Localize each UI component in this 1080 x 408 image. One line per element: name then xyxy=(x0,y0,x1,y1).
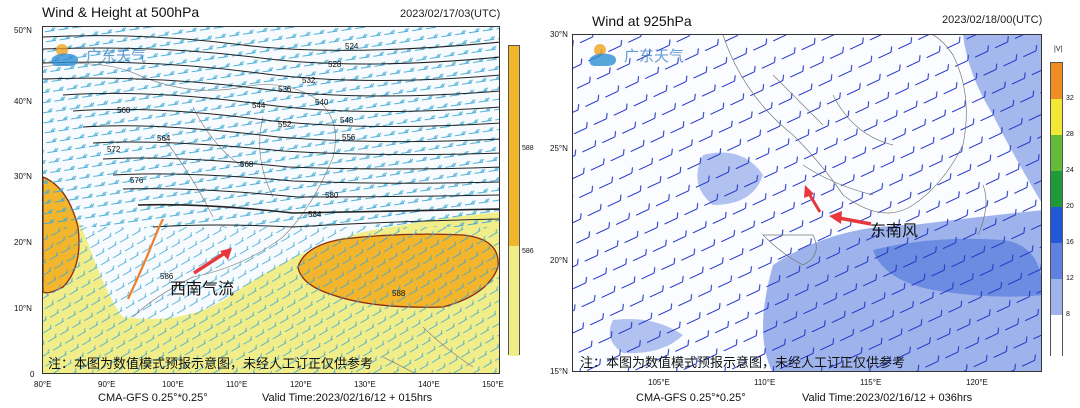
arrow-north-icon xyxy=(804,185,822,213)
lon-tick: 120°E xyxy=(966,378,988,387)
colorbar-925hpa xyxy=(1050,62,1063,357)
lat-tick: 20°N xyxy=(550,256,568,265)
map-500hpa xyxy=(42,26,500,374)
lon-tick: 90°E xyxy=(98,380,116,389)
contour-label: 584 xyxy=(308,210,322,219)
lat-tick: 30°N xyxy=(550,30,568,39)
lon-tick: 110°E xyxy=(226,380,248,389)
colorbar-tick: 16 xyxy=(1066,239,1074,246)
colorbar-tick: 32 xyxy=(1066,95,1074,102)
contour-label: 580 xyxy=(325,191,339,200)
lon-tick: 130°E xyxy=(354,380,376,389)
annotation-southwest-flow: 西南气流 xyxy=(170,279,235,298)
lon-tick: 115°E xyxy=(860,378,882,387)
contour-label: 540 xyxy=(315,98,329,107)
contour-label: 564 xyxy=(157,134,171,143)
lat-tick: 50°N xyxy=(14,26,32,35)
panel-500hpa: Wind & Height at 500hPa 2023/02/17/03(UT… xyxy=(14,4,534,404)
colorbar-tick: 8 xyxy=(1066,311,1070,318)
disclaimer-note: 注：本图为数值模式预报示意图，未经人工订正仅供参考 xyxy=(580,356,906,371)
map-925hpa xyxy=(572,34,1042,372)
colorbar-tick: 20 xyxy=(1066,203,1074,210)
logo-guangdong-weather: 广东天气 xyxy=(48,38,146,72)
lon-tick: 110°E xyxy=(754,378,776,387)
lon-tick: 100°E xyxy=(162,380,184,389)
colorbar-seg xyxy=(1051,171,1062,207)
logo-text: 广东天气 xyxy=(86,46,147,65)
trough-line xyxy=(127,218,164,300)
lat-tick: 30°N xyxy=(14,172,32,181)
colorbar-seg-586 xyxy=(509,246,519,356)
contour-label: 524 xyxy=(345,42,359,51)
annotation-southeast-wind: 东南风 xyxy=(870,221,919,240)
contour-label: 586 xyxy=(160,272,174,281)
contour-label: 572 xyxy=(107,145,121,154)
valid-time: Valid Time:2023/02/16/12 + 015hrs xyxy=(262,392,433,404)
contour-label: 536 xyxy=(278,85,292,94)
contour-label: 548 xyxy=(340,116,354,125)
sun-cloud-logo-icon xyxy=(51,44,78,66)
lat-tick: 10°N xyxy=(14,304,32,313)
colorbar-tick: 586 xyxy=(522,248,534,255)
sun-cloud-logo-icon xyxy=(589,44,616,66)
lat-tick: 15°N xyxy=(550,367,568,376)
lat-tick: 25°N xyxy=(550,144,568,153)
colorbar-seg xyxy=(1051,279,1062,315)
lon-tick: 105°E xyxy=(648,378,670,387)
contour-label: 552 xyxy=(278,120,292,129)
contour-label: 588 xyxy=(392,289,406,298)
contour-label: 528 xyxy=(328,60,342,69)
contour-label: 532 xyxy=(302,76,316,85)
lat-tick: 20°N xyxy=(14,238,32,247)
contour-label: 556 xyxy=(342,133,356,142)
colorbar-seg xyxy=(1051,207,1062,243)
logo-text: 广东天气 xyxy=(624,46,685,65)
contour-label: 576 xyxy=(130,176,144,185)
colorbar-seg-588 xyxy=(509,46,519,246)
panel-title: Wind at 925hPa xyxy=(592,13,692,29)
contour-label: 568 xyxy=(240,160,254,169)
colorbar-seg xyxy=(1051,243,1062,279)
valid-time: Valid Time:2023/02/16/12 + 036hrs xyxy=(802,392,973,404)
lon-tick: 140°E xyxy=(418,380,440,389)
colorbar-tick: 24 xyxy=(1066,167,1074,174)
panel-date: 2023/02/17/03(UTC) xyxy=(400,8,501,20)
arrow-southeast-wind-icon xyxy=(829,211,872,226)
lon-tick: 80°E xyxy=(34,380,52,389)
map-500hpa-canvas xyxy=(43,27,499,373)
disclaimer-note: 注：本图为数值模式预报示意图，未经人工订正仅供参考 xyxy=(48,357,374,372)
colorbar-500hpa xyxy=(508,45,520,356)
model-info: CMA-GFS 0.25°*0.25° xyxy=(636,392,746,404)
lon-tick: 120°E xyxy=(290,380,312,389)
panel-date: 2023/02/18/00(UTC) xyxy=(942,14,1043,26)
colorbar-seg xyxy=(1051,99,1062,135)
colorbar-seg xyxy=(1051,135,1062,171)
panel-title: Wind & Height at 500hPa xyxy=(42,4,200,20)
map-925hpa-canvas xyxy=(573,35,1041,371)
contour-label: 544 xyxy=(252,101,266,110)
lat-tick: 40°N xyxy=(14,97,32,106)
lon-tick: 150°E xyxy=(482,380,504,389)
logo-guangdong-weather: 广东天气 xyxy=(586,38,684,72)
arrow-southwest-flow-icon xyxy=(193,248,232,275)
colorbar-tick: 28 xyxy=(1066,131,1074,138)
colorbar-tick: 588 xyxy=(522,145,534,152)
lat-tick: 0 xyxy=(30,370,35,379)
model-info: CMA-GFS 0.25°*0.25° xyxy=(98,392,208,404)
colorbar-seg xyxy=(1051,315,1062,357)
colorbar-tick: 12 xyxy=(1066,275,1074,282)
contour-label: 560 xyxy=(117,106,131,115)
panel-925hpa: Wind at 925hPa 2023/02/18/00(UTC) xyxy=(540,0,1080,408)
colorbar-unit: |V| xyxy=(1054,46,1063,53)
colorbar-seg xyxy=(1051,63,1062,99)
